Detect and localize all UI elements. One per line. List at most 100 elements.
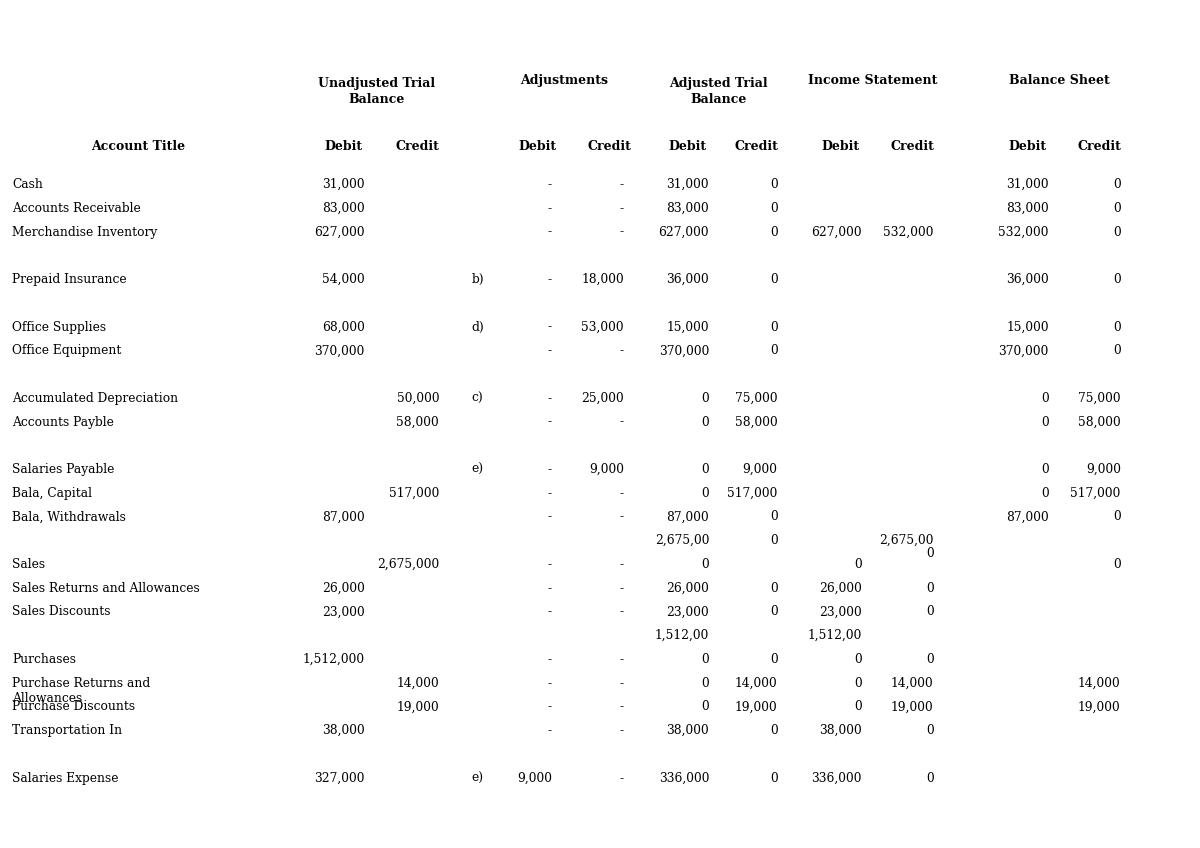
Text: -: -	[620, 510, 624, 523]
Text: -: -	[548, 677, 552, 689]
Text: -: -	[548, 392, 552, 404]
Text: 9,000: 9,000	[517, 772, 552, 784]
Text: Sales: Sales	[12, 558, 46, 571]
Text: 0: 0	[854, 653, 862, 666]
Text: 0: 0	[1114, 226, 1121, 238]
Text: 627,000: 627,000	[659, 226, 709, 238]
Text: -: -	[548, 416, 552, 428]
Text: -: -	[548, 463, 552, 476]
Text: 83,000: 83,000	[666, 202, 709, 215]
Text: -: -	[620, 772, 624, 784]
Text: 517,000: 517,000	[1070, 487, 1121, 499]
Text: 18,000: 18,000	[581, 273, 624, 286]
Text: 0: 0	[1114, 202, 1121, 215]
Text: -: -	[620, 724, 624, 737]
Text: Credit: Credit	[396, 140, 439, 153]
Text: 0: 0	[702, 558, 709, 571]
Text: 14,000: 14,000	[396, 677, 439, 689]
Text: 50,000: 50,000	[396, 392, 439, 404]
Text: -: -	[548, 653, 552, 666]
Text: 83,000: 83,000	[322, 202, 365, 215]
Text: Debit: Debit	[324, 140, 362, 153]
Text: 0: 0	[770, 510, 778, 523]
Text: -: -	[548, 700, 552, 713]
Text: 2,675,00: 2,675,00	[880, 534, 934, 547]
Text: 23,000: 23,000	[818, 605, 862, 618]
Text: 336,000: 336,000	[659, 772, 709, 784]
Text: Sales Returns and Allowances: Sales Returns and Allowances	[12, 582, 199, 594]
Text: 0: 0	[770, 321, 778, 333]
Text: Cash: Cash	[12, 178, 43, 191]
Text: 19,000: 19,000	[890, 700, 934, 713]
Text: 0: 0	[770, 178, 778, 191]
Text: 0: 0	[926, 653, 934, 666]
Text: -: -	[620, 344, 624, 357]
Text: 0: 0	[702, 392, 709, 404]
Text: 0: 0	[1042, 392, 1049, 404]
Text: -: -	[548, 605, 552, 618]
Text: 2,675,00: 2,675,00	[655, 534, 709, 547]
Text: 1,512,00: 1,512,00	[655, 629, 709, 642]
Text: 31,000: 31,000	[322, 178, 365, 191]
Text: 38,000: 38,000	[818, 724, 862, 737]
Text: 0: 0	[1114, 273, 1121, 286]
Text: 0: 0	[770, 226, 778, 238]
Text: Credit: Credit	[588, 140, 631, 153]
Text: 517,000: 517,000	[727, 487, 778, 499]
Text: -: -	[620, 653, 624, 666]
Text: 0: 0	[702, 700, 709, 713]
Text: Debit: Debit	[1008, 140, 1046, 153]
Text: 9,000: 9,000	[1086, 463, 1121, 476]
Text: Purchase Discounts: Purchase Discounts	[12, 700, 136, 713]
Text: 15,000: 15,000	[666, 321, 709, 333]
Text: 14,000: 14,000	[1078, 677, 1121, 689]
Text: 0: 0	[770, 534, 778, 547]
Text: 532,000: 532,000	[998, 226, 1049, 238]
Text: -: -	[620, 416, 624, 428]
Text: -: -	[620, 487, 624, 499]
Text: 38,000: 38,000	[322, 724, 365, 737]
Text: Accumulated Depreciation: Accumulated Depreciation	[12, 392, 178, 404]
Text: -: -	[548, 344, 552, 357]
Text: 0: 0	[770, 772, 778, 784]
Text: Balance Sheet: Balance Sheet	[1009, 75, 1110, 87]
Text: 336,000: 336,000	[811, 772, 862, 784]
Text: -: -	[548, 321, 552, 333]
Text: 9,000: 9,000	[589, 463, 624, 476]
Text: -: -	[548, 202, 552, 215]
Text: -: -	[548, 724, 552, 737]
Text: Debit: Debit	[821, 140, 859, 153]
Text: -: -	[620, 582, 624, 594]
Text: Merchandise Inventory: Merchandise Inventory	[12, 226, 157, 238]
Text: 0: 0	[770, 273, 778, 286]
Text: -: -	[548, 487, 552, 499]
Text: 0: 0	[926, 605, 934, 618]
Text: Account Title: Account Title	[91, 140, 185, 153]
Text: 26,000: 26,000	[322, 582, 365, 594]
Text: Purchase Returns and
Allowances: Purchase Returns and Allowances	[12, 677, 150, 706]
Text: Office Supplies: Office Supplies	[12, 321, 106, 333]
Text: 83,000: 83,000	[1006, 202, 1049, 215]
Text: 0: 0	[1042, 416, 1049, 428]
Text: -: -	[620, 677, 624, 689]
Text: e): e)	[472, 463, 484, 476]
Text: 9,000: 9,000	[743, 463, 778, 476]
Text: 0: 0	[1114, 510, 1121, 523]
Text: Credit: Credit	[1078, 140, 1121, 153]
Text: 75,000: 75,000	[734, 392, 778, 404]
Text: 0: 0	[1114, 178, 1121, 191]
Text: Unadjusted Trial
Balance: Unadjusted Trial Balance	[318, 77, 436, 106]
Text: 23,000: 23,000	[322, 605, 365, 618]
Text: 31,000: 31,000	[1006, 178, 1049, 191]
Text: 0: 0	[770, 724, 778, 737]
Text: 370,000: 370,000	[314, 344, 365, 357]
Text: Bala, Withdrawals: Bala, Withdrawals	[12, 510, 126, 523]
Text: Adjustments: Adjustments	[520, 75, 608, 87]
Text: -: -	[548, 178, 552, 191]
Text: 627,000: 627,000	[811, 226, 862, 238]
Text: 23,000: 23,000	[666, 605, 709, 618]
Text: -: -	[548, 226, 552, 238]
Text: 14,000: 14,000	[890, 677, 934, 689]
Text: 15,000: 15,000	[1006, 321, 1049, 333]
Text: -: -	[548, 273, 552, 286]
